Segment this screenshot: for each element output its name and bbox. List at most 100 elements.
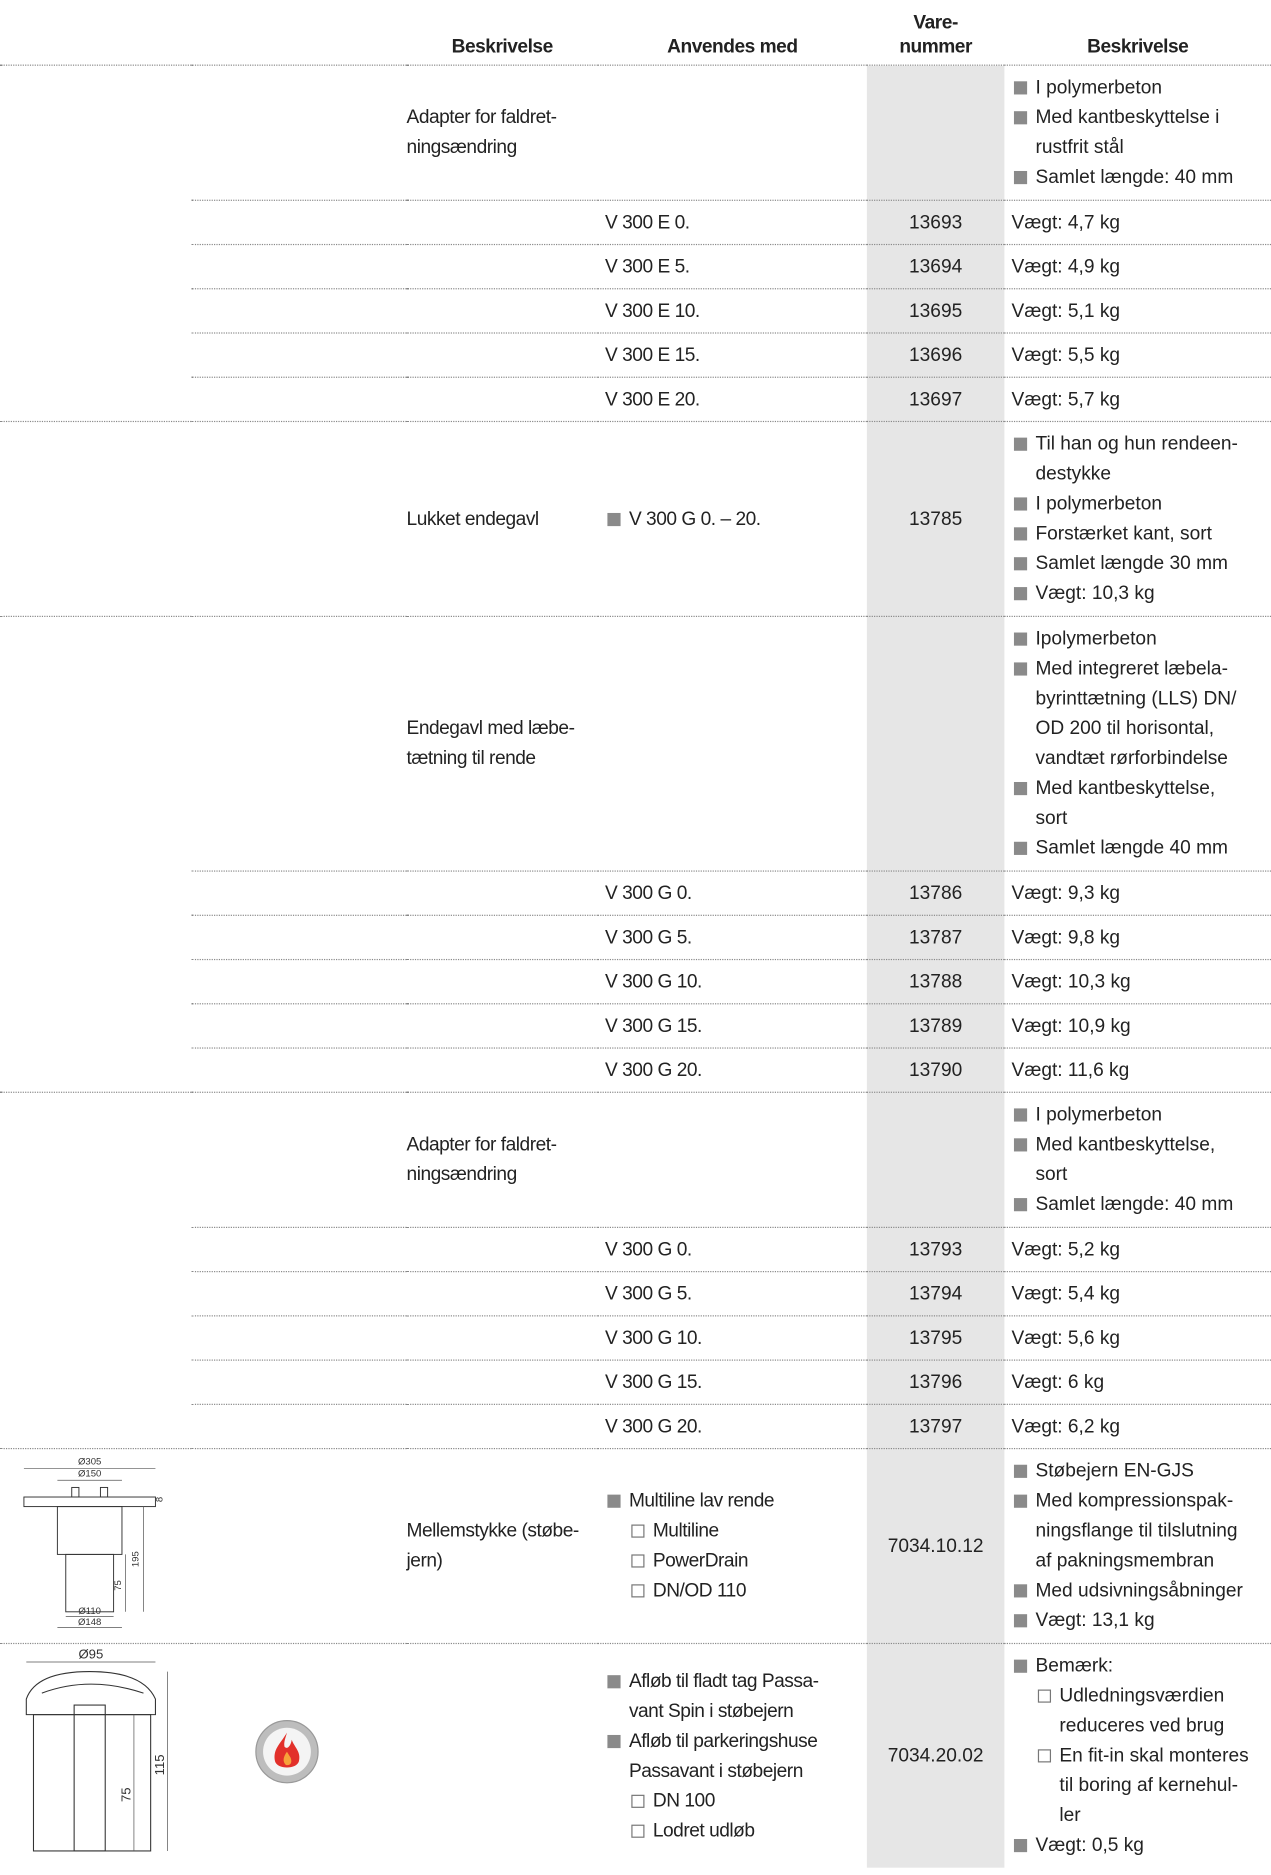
details-cell: Vægt: 10,9 kg: [1004, 1003, 1271, 1049]
image-cell: [0, 1360, 191, 1404]
group-row: Ø305 Ø150 8 195 75 Ø110 Ø148 Mellemstykke (støb…: [0, 1447, 1271, 1644]
image-cell: [0, 289, 191, 333]
column-header: Beskrivelse: [451, 37, 554, 58]
bullet-item: Samlet længde: 40 mm: [1012, 163, 1271, 193]
description-cell: [406, 958, 598, 1004]
description-cell: [406, 1403, 598, 1449]
dimension-label: 115: [152, 1754, 167, 1775]
icon-cell: [191, 1315, 407, 1361]
image-cell: [0, 377, 191, 421]
description-cell: [406, 243, 598, 289]
group-row: Endegavl med læbe- tætning til rende Ipol…: [0, 615, 1271, 872]
bullet-item: Bemærk:: [1012, 1651, 1271, 1681]
image-cell: [0, 1316, 191, 1360]
description-cell: Adapter for faldret- ningsændring: [406, 1091, 598, 1228]
used-with-cell: V 300 G 15.: [597, 1359, 867, 1405]
description-cell: Mellemstykke (støbe- jern): [406, 1447, 598, 1644]
bullet-item: I polymerbeton: [1012, 489, 1271, 519]
dimension-label: Ø148: [78, 1617, 101, 1628]
image-cell: [0, 200, 191, 244]
sub-row: V 300 G 0. 13793 Vægt: 5,2 kg: [0, 1226, 1271, 1272]
shape: [71, 1486, 80, 1498]
icon-cell: [191, 1091, 407, 1228]
icon-cell: [191, 1642, 407, 1868]
cell: [191, 0, 406, 65]
bullet-item: Samlet længde: 40 mm: [1012, 1190, 1271, 1220]
used-with-cell: [597, 615, 867, 872]
bullet-item: Multiline lav rende: [605, 1486, 867, 1516]
bullet-item: I polymerbeton: [1012, 1100, 1271, 1130]
icon-cell: [191, 1226, 407, 1272]
flame: [274, 1731, 300, 1767]
shape: [73, 1703, 106, 1851]
image-cell: [0, 64, 192, 201]
used-with-cell: V 300 G 0.: [597, 870, 867, 916]
item-number: 13696: [866, 332, 1005, 378]
sub-row: V 300 G 0. 13786 Vægt: 9,3 kg: [0, 870, 1271, 916]
item-number: [866, 615, 1005, 872]
fire-icon: [255, 1719, 319, 1783]
shape: [56, 1506, 123, 1555]
dimension-label: Ø110: [78, 1606, 101, 1617]
shape: [25, 1670, 156, 1715]
icon-cell: [191, 376, 407, 422]
details-cell: Vægt: 5,5 kg: [1004, 332, 1271, 378]
sub-row: V 300 G 5. 13794 Vægt: 5,4 kg: [0, 1271, 1271, 1316]
sub-row: V 300 G 10. 13795 Vægt: 5,6 kg: [0, 1315, 1271, 1361]
bullet-item: Ipolymerbeton: [1012, 624, 1271, 654]
bullet-item: Forstærket kant, sort: [1012, 519, 1271, 549]
bullet-item: Med kantbeskyttelse, sort: [1012, 774, 1271, 834]
bullet-item: Vægt: 0,5 kg: [1012, 1831, 1271, 1861]
details-cell: Vægt: 11,6 kg: [1004, 1047, 1271, 1093]
icon-cell: [191, 914, 407, 960]
item-number: 13794: [866, 1271, 1005, 1316]
bullet-item: Til han og hun rendeen- destykke: [1012, 429, 1271, 489]
details-cell: Vægt: 6 kg: [1004, 1359, 1271, 1405]
sub-row: V 300 G 20. 13790 Vægt: 11,6 kg: [0, 1047, 1271, 1093]
used-with-cell: V 300 G 0. – 20.: [597, 420, 867, 617]
description-cell: Endegavl med læbe- tætning til rende: [406, 615, 598, 872]
details-cell: Vægt: 6,2 kg: [1004, 1403, 1271, 1449]
icon-cell: [191, 958, 407, 1004]
item-number: 7034.10.12: [866, 1447, 1005, 1644]
details-cell: Vægt: 9,3 kg: [1004, 870, 1271, 916]
details-cell: Ipolymerbeton Med integreret læbela- byri…: [1004, 615, 1271, 872]
item-number: 13788: [866, 958, 1005, 1004]
icon-cell: [191, 243, 407, 289]
item-number: 13695: [866, 288, 1005, 334]
item-number: 13797: [866, 1403, 1005, 1449]
image-cell: [0, 245, 191, 289]
description-cell: [406, 1315, 598, 1361]
used-with-cell: V 300 E 10.: [597, 288, 867, 334]
details-cell: Støbejern EN-GJS Med kompressionspak- nin…: [1004, 1447, 1271, 1644]
bullet-item: Med kantbeskyttelse i rustfrit stål: [1012, 103, 1271, 163]
used-with-cell: Multiline lav rende Multiline PowerDrain DN…: [597, 1447, 867, 1644]
details-cell: Vægt: 5,4 kg: [1004, 1271, 1271, 1316]
icon-cell: [191, 1447, 407, 1644]
group-row: Ø95 115 75 Afløb til fladt tag Passa- vant …: [0, 1642, 1271, 1868]
description-cell: [406, 199, 598, 245]
item-number: 7034.20.02: [866, 1642, 1005, 1868]
header-row: Beskrivelse Anvendes med Vare- nummer Beskr…: [0, 0, 1271, 65]
icon-cell: [191, 1271, 407, 1316]
item-number: 13789: [866, 1003, 1005, 1049]
details-cell: Vægt: 5,1 kg: [1004, 288, 1271, 334]
sub-row: V 300 G 15. 13789 Vægt: 10,9 kg: [0, 1003, 1271, 1049]
details-cell: Bemærk: Udledningsværdien reduceres ved b…: [1004, 1642, 1271, 1868]
description-cell: [406, 870, 598, 916]
item-number: 13787: [866, 914, 1005, 960]
bullet-item: Samlet længde 30 mm: [1012, 549, 1271, 579]
image-cell: [0, 333, 191, 377]
image-cell: Ø95 115 75: [0, 1642, 192, 1868]
image-cell: [0, 1404, 191, 1448]
description-cell: [406, 1271, 598, 1316]
sub-row: V 300 E 15. 13696 Vægt: 5,5 kg: [0, 332, 1271, 378]
item-number: 13697: [866, 376, 1005, 422]
cell: [0, 0, 191, 65]
dimension-label: 195: [131, 1551, 142, 1567]
image-cell: [0, 1091, 192, 1228]
shape: [32, 1713, 152, 1851]
